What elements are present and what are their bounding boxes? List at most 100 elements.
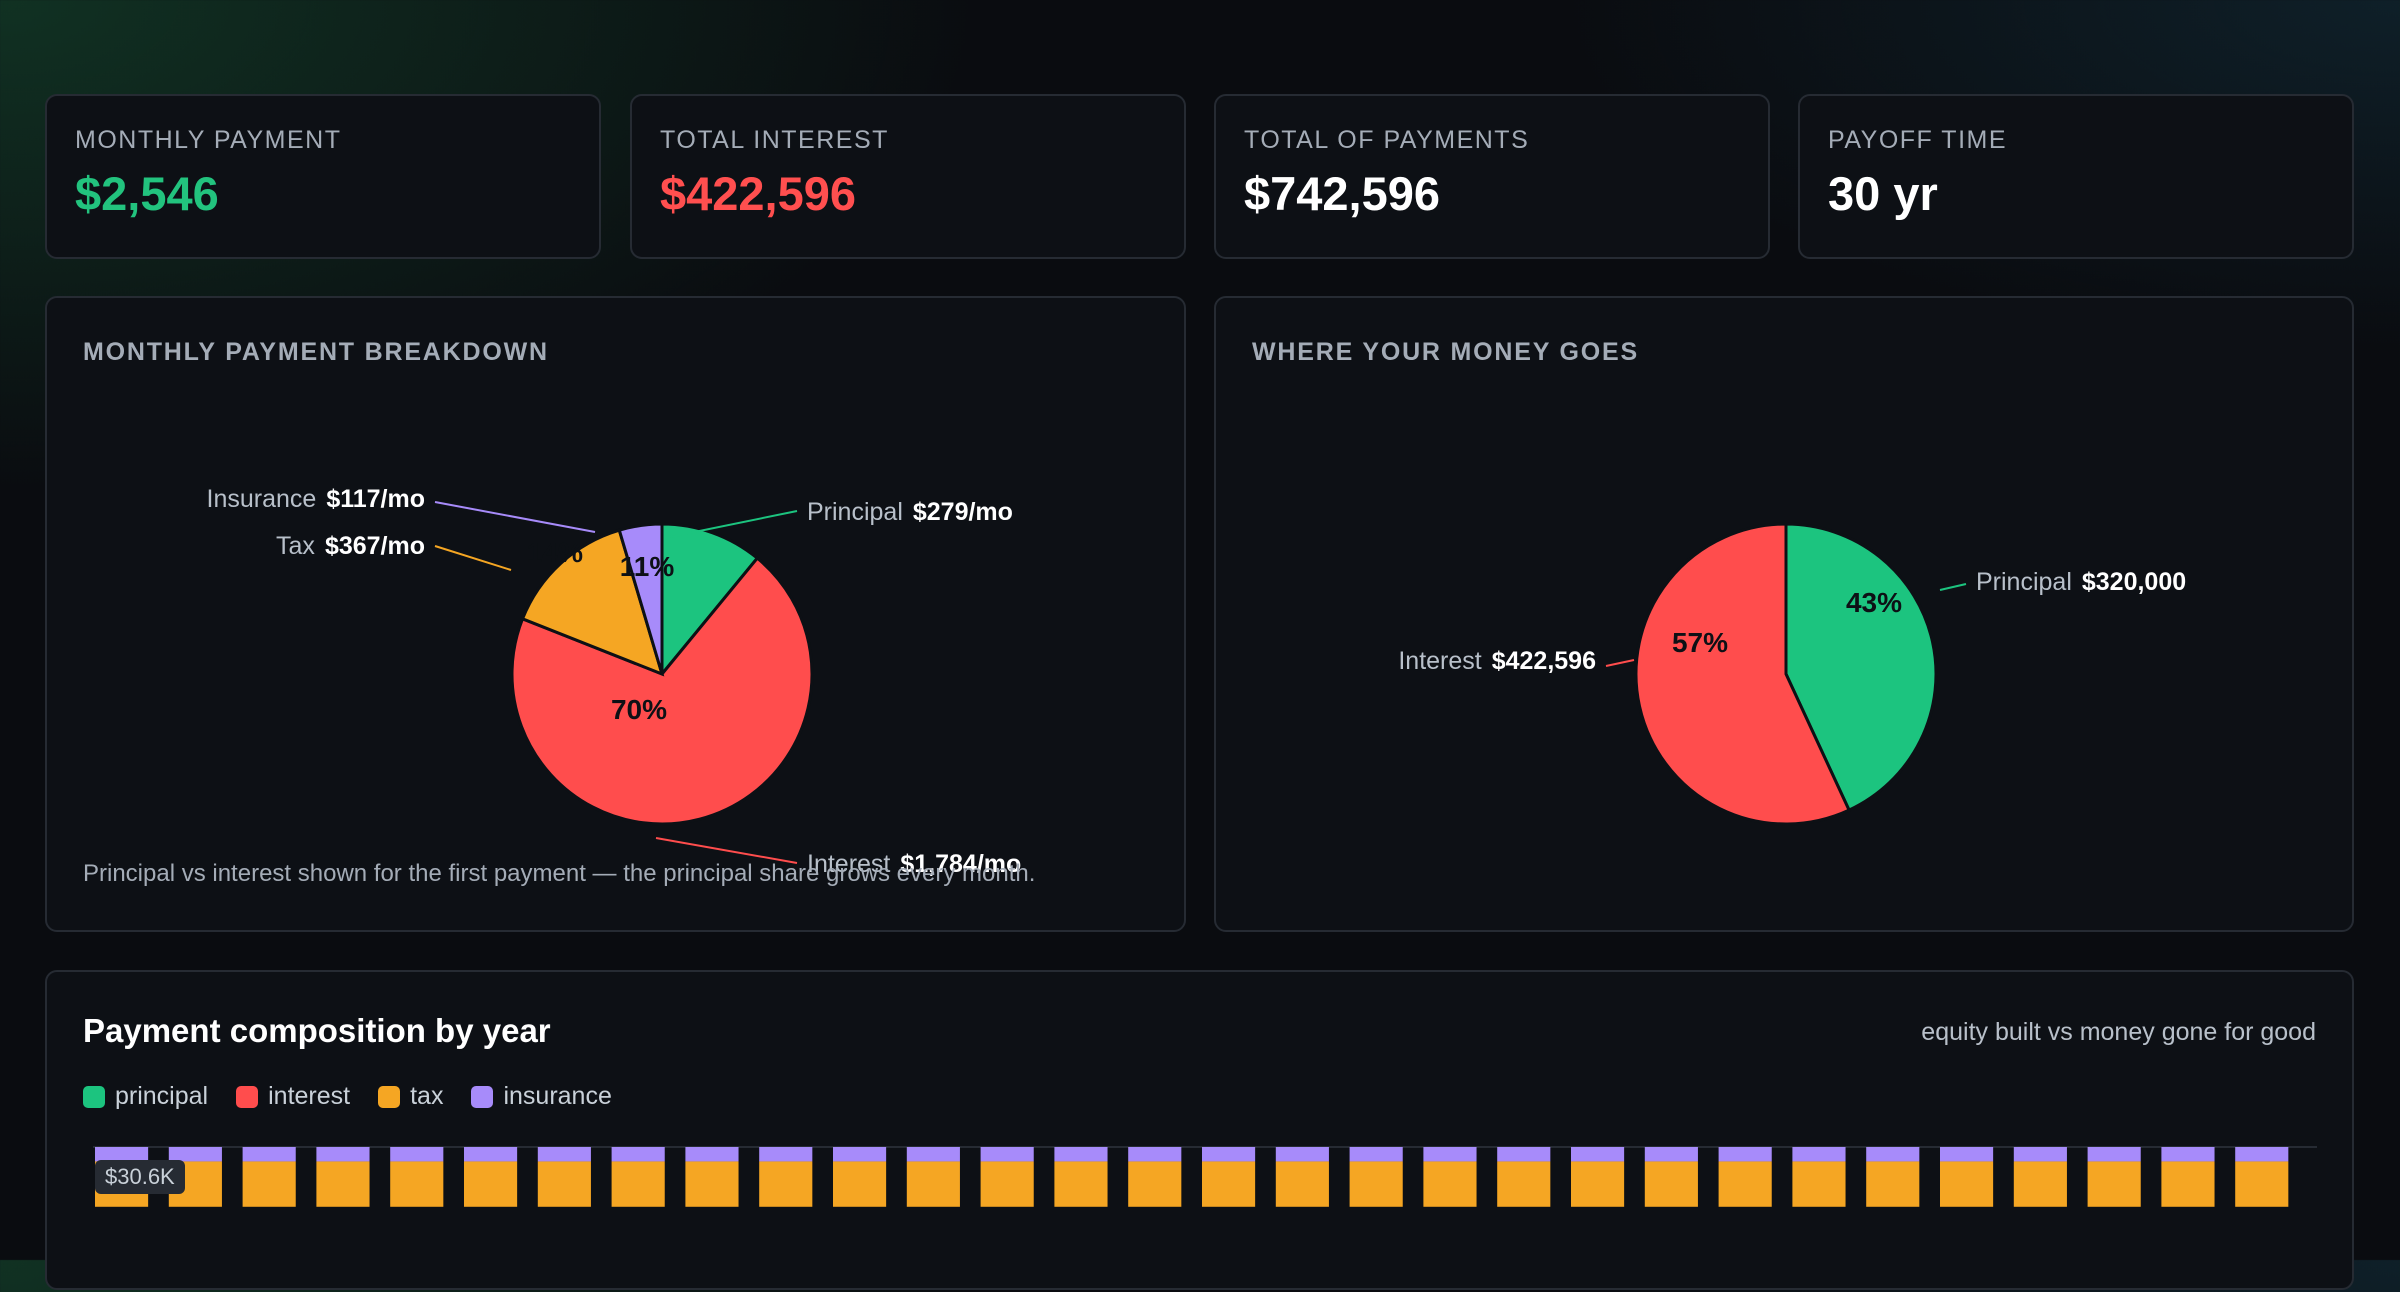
bar-tax[interactable] xyxy=(2013,1161,2067,1207)
pie-slice-tax[interactable] xyxy=(520,528,665,677)
bar-insurance[interactable] xyxy=(1128,1147,1182,1162)
bar-tax[interactable] xyxy=(1349,1161,1403,1207)
bar-insurance[interactable] xyxy=(1423,1147,1477,1162)
leader-insurance xyxy=(434,501,596,533)
composition-title: Payment composition by year xyxy=(83,1012,551,1049)
pie-slice-interest[interactable] xyxy=(1634,522,1852,826)
bar-insurance[interactable] xyxy=(1866,1147,1920,1162)
bar-tax[interactable] xyxy=(685,1161,739,1207)
label-interest: Interest $1,784/mo xyxy=(807,850,1021,878)
bar-insurance[interactable] xyxy=(611,1147,665,1162)
panel-title: WHERE YOUR MONEY GOES xyxy=(1252,338,1639,366)
legend-label: insurance xyxy=(503,1082,612,1110)
pie-slice-interest[interactable] xyxy=(510,556,814,826)
bar-insurance[interactable] xyxy=(685,1147,739,1162)
y-axis-max-label: $30.6K xyxy=(95,1160,185,1194)
bar-tax[interactable] xyxy=(1054,1161,1108,1207)
bar-insurance[interactable] xyxy=(1644,1147,1698,1162)
bar-tax[interactable] xyxy=(1497,1161,1551,1207)
legend-swatch xyxy=(471,1085,494,1108)
bar-insurance[interactable] xyxy=(1054,1147,1108,1162)
bar-tax[interactable] xyxy=(980,1161,1034,1207)
legend-item-tax[interactable]: tax xyxy=(378,1082,443,1111)
bar-tax[interactable] xyxy=(611,1161,665,1207)
pie-slice-principal[interactable] xyxy=(1784,522,1938,813)
bar-insurance[interactable] xyxy=(833,1147,887,1162)
bar-tax[interactable] xyxy=(1275,1161,1329,1207)
payment-composition-panel: Payment composition by year equity built… xyxy=(45,970,2354,1290)
where-your-money-goes-panel: WHERE YOUR MONEY GOES 43% 57% Principal $… xyxy=(1214,296,2354,932)
bar-insurance[interactable] xyxy=(316,1147,370,1162)
bar-insurance[interactable] xyxy=(1202,1147,1256,1162)
stat-label: TOTAL INTEREST xyxy=(660,126,889,154)
bar-insurance[interactable] xyxy=(1275,1147,1329,1162)
legend-swatch xyxy=(236,1085,259,1108)
leader-principal xyxy=(669,510,798,538)
breakdown-pie-chart: 11% 70% 14% Principal $279/mo Interest $1,… xyxy=(207,485,1022,878)
bar-insurance[interactable] xyxy=(2235,1147,2289,1162)
money-pie-chart: 43% 57% Principal $320,000 Interest $422,5… xyxy=(1398,522,2186,826)
bar-tax[interactable] xyxy=(2087,1161,2141,1207)
stat-value: $2,546 xyxy=(75,167,219,220)
bar-insurance[interactable] xyxy=(1792,1147,1846,1162)
bar-tax[interactable] xyxy=(1644,1161,1698,1207)
bar-insurance[interactable] xyxy=(1718,1147,1772,1162)
bar-tax[interactable] xyxy=(2161,1161,2215,1207)
leader-interest xyxy=(1605,659,1635,667)
bar-insurance[interactable] xyxy=(980,1147,1034,1162)
pie-slice-insurance[interactable] xyxy=(617,522,664,675)
bar-insurance[interactable] xyxy=(1497,1147,1551,1162)
bar-tax[interactable] xyxy=(1202,1161,1256,1207)
legend-swatch xyxy=(378,1085,401,1108)
legend-swatch xyxy=(83,1085,105,1108)
bar-insurance[interactable] xyxy=(1349,1147,1403,1162)
bar-tax[interactable] xyxy=(390,1161,444,1207)
legend-item-insurance[interactable]: insurance xyxy=(471,1082,612,1111)
bar-insurance[interactable] xyxy=(537,1147,591,1162)
pie-slice-principal[interactable] xyxy=(660,522,760,679)
bar-insurance[interactable] xyxy=(2161,1147,2215,1162)
bar-insurance[interactable] xyxy=(1940,1147,1994,1162)
bar-tax[interactable] xyxy=(464,1161,518,1207)
composition-bar-chart xyxy=(93,1146,2317,1207)
bar-insurance[interactable] xyxy=(2013,1147,2067,1162)
pct-label-interest: 70% xyxy=(611,694,667,725)
bar-insurance[interactable] xyxy=(390,1147,444,1162)
label-tax: Tax $367/mo xyxy=(276,532,425,560)
bar-tax[interactable] xyxy=(833,1161,887,1207)
bar-tax[interactable] xyxy=(1940,1161,1994,1207)
stat-label: TOTAL OF PAYMENTS xyxy=(1244,126,1530,154)
bar-tax[interactable] xyxy=(1128,1161,1182,1207)
bar-insurance[interactable] xyxy=(95,1147,149,1162)
bar-tax[interactable] xyxy=(2235,1161,2289,1207)
bar-tax[interactable] xyxy=(1423,1161,1477,1207)
bar-tax[interactable] xyxy=(1792,1161,1846,1207)
bar-insurance[interactable] xyxy=(759,1147,813,1162)
bar-tax[interactable] xyxy=(242,1161,296,1207)
bar-insurance[interactable] xyxy=(464,1147,518,1162)
bar-insurance[interactable] xyxy=(242,1147,296,1162)
bar-tax[interactable] xyxy=(1718,1161,1772,1207)
bar-tax[interactable] xyxy=(1571,1161,1625,1207)
bar-tax[interactable] xyxy=(537,1161,591,1207)
bar-tax[interactable] xyxy=(316,1161,370,1207)
label-interest: Interest $422,596 xyxy=(1398,647,1596,675)
bar-tax[interactable] xyxy=(759,1161,813,1207)
pct-label-tax: 14% xyxy=(527,537,583,568)
bar-insurance[interactable] xyxy=(2087,1147,2141,1162)
bar-insurance[interactable] xyxy=(168,1147,222,1162)
pct-label-principal: 11% xyxy=(620,551,675,582)
stat-label: PAYOFF TIME xyxy=(1828,126,2008,154)
bar-tax[interactable] xyxy=(1866,1161,1920,1207)
bar-insurance[interactable] xyxy=(1571,1147,1625,1162)
legend-label: tax xyxy=(410,1082,444,1110)
leader-interest xyxy=(655,837,798,864)
bar-insurance[interactable] xyxy=(906,1147,960,1162)
stat-label: MONTHLY PAYMENT xyxy=(75,126,342,154)
legend-item-principal[interactable]: principal xyxy=(83,1082,208,1111)
bar-tax[interactable] xyxy=(906,1161,960,1207)
panel-title: MONTHLY PAYMENT BREAKDOWN xyxy=(83,338,549,366)
legend-item-interest[interactable]: interest xyxy=(236,1082,350,1111)
breakdown-note: Principal vs interest shown for the firs… xyxy=(83,860,1036,887)
stat-card-payoff-time: PAYOFF TIME 30 yr xyxy=(1798,94,2354,259)
